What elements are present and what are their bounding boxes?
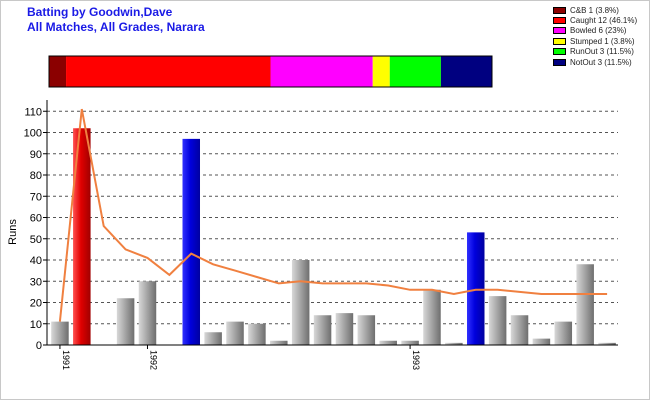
- x-tick-label-1992: 1992: [148, 350, 158, 370]
- breakdown-segment-notout: [440, 56, 492, 87]
- bar-21: [510, 315, 529, 345]
- chart-subtitle: All Matches, All Grades, Narara: [27, 20, 205, 34]
- y-tick-label-100: 100: [24, 128, 42, 140]
- bar-6: [182, 138, 201, 345]
- dismissal-breakdown-bar: [48, 55, 493, 88]
- y-tick-label-50: 50: [30, 234, 42, 246]
- y-tick-label-20: 20: [30, 298, 42, 310]
- legend: C&B 1 (3.8%) Caught 12 (46.1%) Bowled 6 …: [553, 5, 637, 67]
- bar-7: [204, 332, 222, 345]
- bar-18: [445, 342, 463, 345]
- bar-24: [576, 264, 594, 345]
- legend-label-cb: C&B 1 (3.8%): [570, 5, 619, 15]
- bar-17: [423, 289, 441, 345]
- axes: [46, 100, 618, 346]
- legend-swatch-cb: [553, 6, 566, 14]
- bar-14: [357, 315, 376, 345]
- bar-23: [554, 321, 573, 345]
- chart-title: Batting by Goodwin,Dave: [27, 5, 173, 19]
- legend-item-notout: NotOut 3 (11.5%): [553, 57, 637, 67]
- breakdown-border: [48, 55, 493, 88]
- bar-19: [466, 232, 485, 345]
- legend-item-runout: RunOut 3 (11.5%): [553, 47, 637, 57]
- legend-swatch-bowled: [553, 27, 566, 35]
- grid-lines: [47, 110, 618, 325]
- bar-22: [532, 338, 551, 345]
- breakdown-segment-runout: [389, 56, 441, 87]
- legend-swatch-runout: [553, 48, 566, 56]
- y-axis-label: Runs: [7, 219, 19, 245]
- average-line: [58, 108, 608, 322]
- legend-swatch-stumped: [553, 37, 566, 45]
- bar-1: [73, 128, 91, 345]
- x-tick-label-1991: 1991: [61, 350, 71, 370]
- bar-8: [226, 321, 244, 345]
- y-tick-labels: 0 10 20 30 40 50 60 70 80 90 100 110: [24, 106, 47, 352]
- y-tick-label-0: 0: [36, 340, 42, 352]
- legend-swatch-notout: [553, 58, 566, 66]
- bar-series: [51, 128, 616, 345]
- y-tick-label-30: 30: [30, 276, 42, 288]
- bar-4: [138, 281, 157, 345]
- y-tick-label-10: 10: [30, 319, 42, 331]
- breakdown-segment-cb: [49, 56, 67, 87]
- legend-item-stumped: Stumped 1 (3.8%): [553, 36, 637, 46]
- bar-13: [335, 313, 354, 345]
- bar-12: [313, 315, 332, 345]
- legend-label-notout: NotOut 3 (11.5%): [570, 57, 632, 67]
- breakdown-segment-bowled: [270, 56, 373, 87]
- bar-25: [598, 342, 616, 345]
- legend-swatch-caught: [553, 17, 566, 25]
- bar-9: [248, 323, 266, 345]
- y-tick-label-110: 110: [24, 106, 42, 118]
- breakdown-segment-stumped: [372, 56, 390, 87]
- bar-20: [488, 296, 507, 345]
- legend-item-caught: Caught 12 (46.1%): [553, 15, 637, 25]
- y-tick-label-80: 80: [30, 170, 42, 182]
- bar-10: [270, 340, 288, 345]
- bar-15: [379, 340, 397, 345]
- x-tick-label-1993: 1993: [411, 350, 421, 370]
- legend-label-caught: Caught 12 (46.1%): [570, 16, 638, 26]
- bar-0: [51, 321, 69, 345]
- legend-item-bowled: Bowled 6 (23%): [553, 26, 637, 36]
- y-tick-label-60: 60: [30, 213, 42, 225]
- legend-label-stumped: Stumped 1 (3.8%): [570, 36, 635, 46]
- legend-label-bowled: Bowled 6 (23%): [570, 26, 627, 36]
- legend-label-runout: RunOut 3 (11.5%): [570, 47, 634, 57]
- legend-item-cb: C&B 1 (3.8%): [553, 5, 637, 15]
- y-tick-label-70: 70: [30, 191, 42, 203]
- bar-11: [291, 260, 310, 345]
- y-tick-label-90: 90: [30, 149, 42, 161]
- bar-16: [401, 340, 419, 345]
- breakdown-segment-caught: [66, 56, 271, 87]
- y-tick-label-40: 40: [30, 255, 42, 267]
- bar-3: [116, 298, 135, 345]
- x-tick-labels: 1991 1992 1993: [59, 345, 421, 370]
